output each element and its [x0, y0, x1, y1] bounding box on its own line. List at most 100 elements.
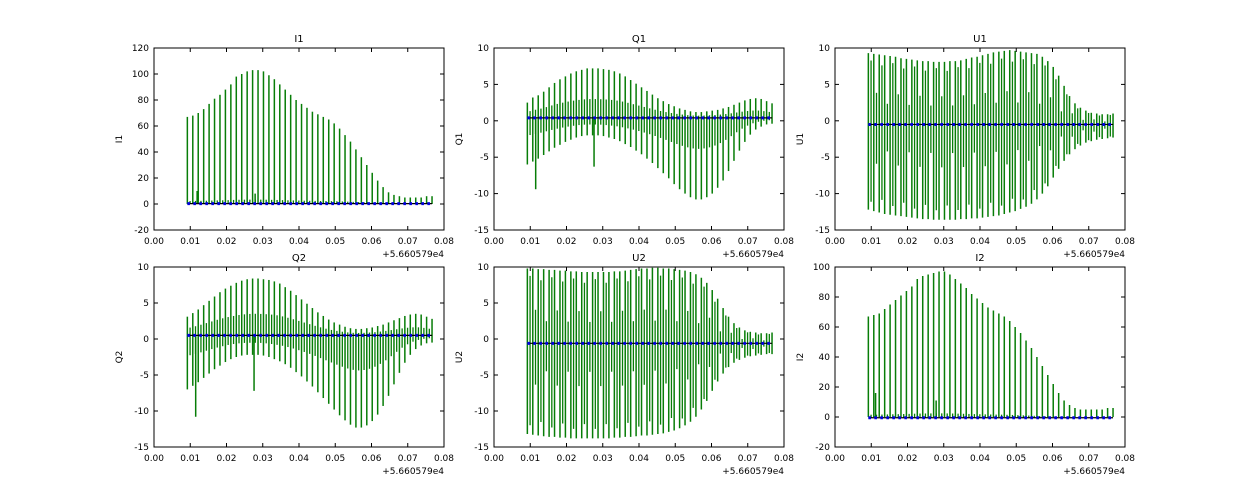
y-tick-label: 10 [478, 263, 490, 273]
y-tick-label: -10 [474, 407, 489, 417]
x-tick-label: 0.02 [556, 454, 576, 464]
subplot-title: U1 [973, 34, 987, 45]
x-tick-label: 0.05 [1006, 237, 1026, 247]
y-tick-label: 0 [824, 117, 830, 127]
subplot-Q2: 0.00 0.01 0.02 0.03 0.04 0.05 0.06 0.07 0.08 -15 -… [115, 253, 454, 477]
x-tick-label: 0.05 [325, 237, 345, 247]
y-tick-label: 0 [483, 335, 489, 345]
subplot-Q1: 0.00 0.01 0.02 0.03 0.04 0.05 0.06 0.07 0.08 -15 -… [455, 34, 794, 260]
y-tick-label: 40 [138, 148, 150, 158]
x-offset-label: +5.660579e4 [722, 250, 784, 260]
y-tick-label: -5 [821, 153, 830, 163]
x-tick-label: 0.06 [701, 237, 721, 247]
stem-lines [867, 271, 1114, 418]
y-tick-label: 10 [819, 44, 831, 54]
x-offset-label: +5.660579e4 [1063, 467, 1125, 477]
y-tick-label: -5 [480, 153, 489, 163]
x-tick-label: 0.00 [144, 237, 164, 247]
x-offset-label: +5.660579e4 [382, 250, 444, 260]
x-tick-label: 0.03 [253, 237, 273, 247]
x-tick-label: 0.00 [825, 237, 845, 247]
x-tick-label: 0.04 [629, 237, 649, 247]
y-tick-label: 80 [819, 293, 831, 303]
y-tick-label: 120 [132, 44, 149, 54]
x-tick-label: 0.06 [361, 237, 381, 247]
y-tick-label: 0 [143, 200, 149, 210]
y-tick-label: 20 [819, 383, 831, 393]
x-tick-label: 0.05 [665, 237, 685, 247]
y-axis-label: U1 [796, 133, 806, 145]
y-tick-label: 0 [143, 335, 149, 345]
y-tick-label: 5 [483, 80, 489, 90]
y-tick-label: -15 [474, 226, 489, 236]
y-tick-label: 40 [819, 353, 831, 363]
x-tick-label: 0.02 [556, 237, 576, 247]
y-axis-label: U2 [455, 351, 465, 363]
y-axis-label: Q2 [115, 351, 125, 364]
x-tick-label: 0.08 [434, 454, 454, 464]
x-tick-label: 0.04 [970, 454, 990, 464]
x-tick-label: 0.03 [934, 454, 954, 464]
x-tick-label: 0.08 [1115, 454, 1135, 464]
x-offset-label: +5.660579e4 [382, 467, 444, 477]
y-tick-label: 5 [143, 299, 149, 309]
x-tick-label: 0.02 [897, 454, 917, 464]
subplot-title: I1 [294, 34, 303, 45]
x-tick-label: 0.01 [861, 454, 881, 464]
subplot-title: U2 [632, 253, 646, 264]
x-tick-label: 0.07 [738, 454, 758, 464]
y-tick-label: -20 [815, 443, 830, 453]
stem-lines [526, 267, 773, 439]
x-tick-label: 0.07 [1079, 237, 1099, 247]
subplot-title: I2 [975, 253, 984, 264]
y-tick-label: 0 [483, 117, 489, 127]
y-tick-label: -10 [474, 190, 489, 200]
x-offset-label: +5.660579e4 [1063, 250, 1125, 260]
x-tick-label: 0.03 [934, 237, 954, 247]
x-tick-label: 0.03 [593, 237, 613, 247]
x-tick-label: 0.02 [897, 237, 917, 247]
x-tick-label: 0.05 [1006, 454, 1026, 464]
subplot-U1: 0.00 0.01 0.02 0.03 0.04 0.05 0.06 0.07 0.08 -15 -… [796, 34, 1135, 260]
x-tick-label: 0.04 [289, 237, 309, 247]
x-tick-label: 0.07 [738, 237, 758, 247]
stem-lines [186, 278, 433, 428]
y-tick-label: 60 [819, 323, 831, 333]
x-tick-label: 0.06 [1042, 237, 1062, 247]
x-tick-label: 0.05 [325, 454, 345, 464]
x-tick-label: 0.01 [180, 237, 200, 247]
y-tick-label: 60 [138, 122, 150, 132]
x-tick-label: 0.08 [434, 237, 454, 247]
x-tick-label: 0.06 [1042, 454, 1062, 464]
subplot-title: Q1 [632, 34, 646, 45]
y-tick-label: -5 [480, 371, 489, 381]
y-tick-label: 80 [138, 96, 150, 106]
y-tick-label: 5 [824, 80, 830, 90]
y-tick-label: -20 [134, 226, 149, 236]
x-tick-label: 0.08 [774, 454, 794, 464]
y-axis-label: Q1 [455, 133, 465, 146]
x-tick-label: 0.05 [665, 454, 685, 464]
x-tick-label: 0.00 [144, 454, 164, 464]
x-tick-label: 0.01 [520, 454, 540, 464]
stem-lines [867, 50, 1114, 220]
x-tick-label: 0.06 [701, 454, 721, 464]
x-tick-label: 0.08 [774, 237, 794, 247]
x-tick-label: 0.01 [180, 454, 200, 464]
x-tick-label: 0.02 [216, 237, 236, 247]
x-tick-label: 0.00 [825, 454, 845, 464]
x-tick-label: 0.01 [861, 237, 881, 247]
y-tick-label: 0 [824, 413, 830, 423]
y-tick-label: -15 [134, 443, 149, 453]
x-offset-label: +5.660579e4 [722, 467, 784, 477]
y-tick-label: 10 [138, 263, 150, 273]
x-tick-label: 0.00 [484, 454, 504, 464]
x-tick-label: 0.07 [398, 454, 418, 464]
x-tick-label: 0.00 [484, 237, 504, 247]
y-tick-label: -10 [815, 190, 830, 200]
x-tick-label: 0.04 [970, 237, 990, 247]
stem-lines [526, 68, 773, 200]
y-tick-label: -15 [474, 443, 489, 453]
y-tick-label: 10 [478, 44, 490, 54]
subplot-title: Q2 [292, 253, 306, 264]
